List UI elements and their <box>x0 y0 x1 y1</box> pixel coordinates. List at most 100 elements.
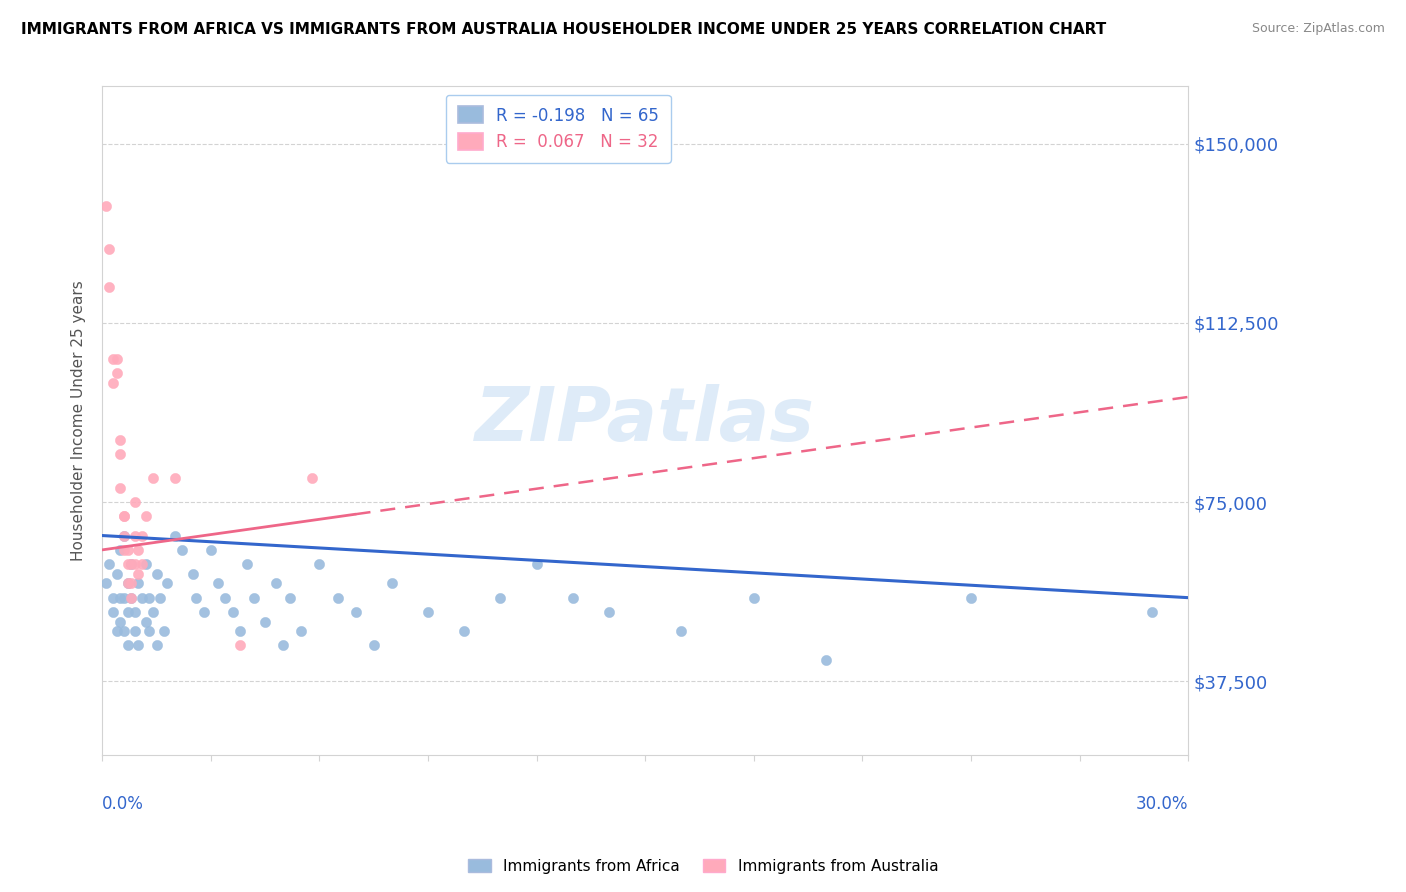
Point <box>124 605 146 619</box>
Point <box>671 624 693 639</box>
Point <box>598 605 620 619</box>
Point <box>112 591 135 605</box>
Text: 0.0%: 0.0% <box>103 796 143 814</box>
Point <box>124 558 146 572</box>
Point <box>105 624 128 639</box>
Point <box>301 471 323 485</box>
Point <box>489 591 512 605</box>
Point <box>127 566 149 581</box>
Point <box>145 566 167 581</box>
Point <box>127 639 149 653</box>
Point <box>960 591 983 605</box>
Point <box>243 591 266 605</box>
Point <box>120 591 142 605</box>
Point <box>101 591 124 605</box>
Point <box>112 509 135 524</box>
Point <box>131 528 153 542</box>
Point <box>156 576 179 591</box>
Point <box>110 433 132 447</box>
Point <box>105 566 128 581</box>
Point <box>1140 605 1163 619</box>
Point <box>145 639 167 653</box>
Point <box>117 576 139 591</box>
Point <box>98 280 121 294</box>
Point <box>381 576 404 591</box>
Point <box>124 624 146 639</box>
Point <box>124 495 146 509</box>
Point <box>170 542 193 557</box>
Point <box>363 639 385 653</box>
Point <box>98 558 121 572</box>
Point <box>135 615 157 629</box>
Point <box>163 528 186 542</box>
Point <box>186 591 208 605</box>
Point <box>135 509 157 524</box>
Point <box>229 639 252 653</box>
Y-axis label: Householder Income Under 25 years: Householder Income Under 25 years <box>72 280 86 561</box>
Point <box>101 376 124 390</box>
Point <box>142 605 165 619</box>
Point <box>207 576 229 591</box>
Point <box>149 591 172 605</box>
Point <box>112 624 135 639</box>
Point <box>163 471 186 485</box>
Point <box>94 199 117 213</box>
Point <box>193 605 215 619</box>
Point <box>815 653 838 667</box>
Point <box>236 558 259 572</box>
Point <box>200 542 222 557</box>
Point <box>110 542 132 557</box>
Text: ZIPatlas: ZIPatlas <box>475 384 815 458</box>
Point <box>142 471 165 485</box>
Point <box>120 558 142 572</box>
Point <box>105 351 128 366</box>
Point <box>131 558 153 572</box>
Point <box>416 605 439 619</box>
Point <box>120 591 142 605</box>
Point <box>117 605 139 619</box>
Point <box>214 591 236 605</box>
Text: IMMIGRANTS FROM AFRICA VS IMMIGRANTS FROM AUSTRALIA HOUSEHOLDER INCOME UNDER 25 : IMMIGRANTS FROM AFRICA VS IMMIGRANTS FRO… <box>21 22 1107 37</box>
Point <box>112 509 135 524</box>
Point <box>152 624 174 639</box>
Point <box>94 576 117 591</box>
Point <box>280 591 302 605</box>
Point <box>135 558 157 572</box>
Point <box>112 542 135 557</box>
Point <box>131 591 153 605</box>
Legend: R = -0.198   N = 65, R =  0.067   N = 32: R = -0.198 N = 65, R = 0.067 N = 32 <box>446 95 671 162</box>
Point <box>110 591 132 605</box>
Point <box>112 528 135 542</box>
Point <box>117 558 139 572</box>
Point <box>526 558 548 572</box>
Point <box>117 639 139 653</box>
Point <box>112 528 135 542</box>
Point <box>742 591 765 605</box>
Point <box>264 576 287 591</box>
Point <box>561 591 583 605</box>
Point <box>138 624 160 639</box>
Point <box>326 591 349 605</box>
Point <box>308 558 330 572</box>
Point <box>101 351 124 366</box>
Point <box>453 624 475 639</box>
Text: Source: ZipAtlas.com: Source: ZipAtlas.com <box>1251 22 1385 36</box>
Legend: Immigrants from Africa, Immigrants from Australia: Immigrants from Africa, Immigrants from … <box>461 853 945 880</box>
Point <box>98 242 121 256</box>
Point <box>127 576 149 591</box>
Point <box>290 624 312 639</box>
Point <box>105 366 128 380</box>
Point <box>229 624 252 639</box>
Point <box>110 447 132 461</box>
Point <box>117 542 139 557</box>
Point <box>221 605 243 619</box>
Point <box>101 605 124 619</box>
Point <box>120 558 142 572</box>
Point <box>124 528 146 542</box>
Point <box>120 576 142 591</box>
Point <box>110 615 132 629</box>
Point <box>110 481 132 495</box>
Point <box>254 615 277 629</box>
Point <box>181 566 204 581</box>
Point <box>117 576 139 591</box>
